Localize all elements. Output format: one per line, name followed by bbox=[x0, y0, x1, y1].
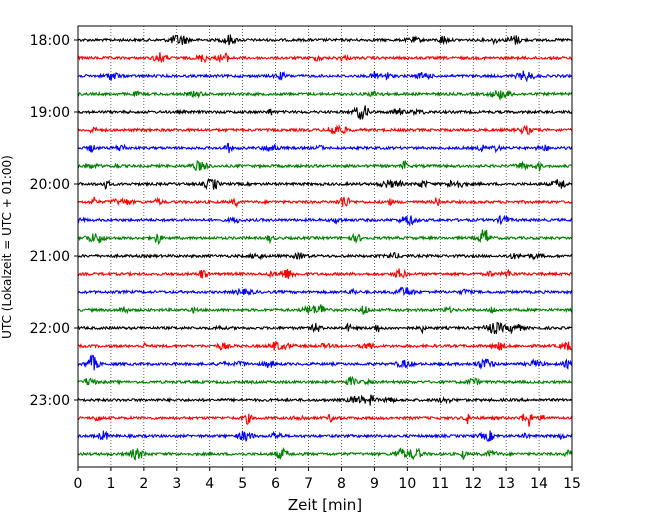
x-tick-label: 14 bbox=[530, 476, 548, 492]
trace-line bbox=[77, 304, 573, 316]
trace-line bbox=[77, 251, 573, 261]
y-axis-label: UTC (Lokalzeit = UTC + 01:00) bbox=[0, 155, 14, 339]
trace-line bbox=[77, 354, 573, 371]
trace-line bbox=[77, 52, 573, 64]
x-tick-label: 5 bbox=[238, 476, 247, 492]
x-tick-label: 13 bbox=[497, 476, 515, 492]
y-tick-label: 18:00 bbox=[30, 33, 70, 49]
trace-line bbox=[77, 229, 573, 246]
trace-line bbox=[77, 142, 573, 154]
x-tick-label: 0 bbox=[74, 476, 83, 492]
trace-line bbox=[77, 124, 573, 136]
trace-line bbox=[77, 321, 573, 335]
trace-line bbox=[78, 413, 573, 427]
trace-line bbox=[77, 394, 573, 406]
trace-line bbox=[77, 447, 573, 461]
trace-line bbox=[77, 430, 573, 442]
y-tick-label: 21:00 bbox=[30, 249, 70, 265]
trace-line bbox=[77, 214, 573, 227]
plot-border bbox=[77, 25, 573, 468]
plot-frame bbox=[78, 26, 572, 467]
seismic-traces bbox=[77, 34, 573, 461]
trace-line bbox=[77, 89, 573, 102]
x-tick-label: 11 bbox=[431, 476, 449, 492]
y-axis-ticks: 18:00 19:00 20:00 21:00 22:00 23:00 bbox=[30, 33, 78, 409]
trace-line bbox=[77, 268, 573, 280]
x-tick-label: 1 bbox=[106, 476, 115, 492]
y-tick-label: 23:00 bbox=[30, 393, 70, 409]
trace-line bbox=[77, 159, 573, 173]
x-tick-label: 3 bbox=[172, 476, 181, 492]
x-tick-label: 12 bbox=[464, 476, 482, 492]
x-axis-label: Zeit [min] bbox=[288, 496, 362, 514]
trace-line bbox=[77, 196, 573, 209]
x-tick-label: 4 bbox=[205, 476, 214, 492]
x-tick-label: 15 bbox=[563, 476, 581, 492]
x-axis-ticks: 0 1 2 3 4 5 6 7 8 9 10 11 12 13 14 15 bbox=[74, 467, 581, 492]
x-tick-label: 2 bbox=[139, 476, 148, 492]
trace-line bbox=[77, 70, 573, 83]
x-tick-label: 6 bbox=[271, 476, 280, 492]
y-tick-label: 22:00 bbox=[30, 321, 70, 337]
y-tick-label: 20:00 bbox=[30, 177, 70, 193]
x-tick-label: 8 bbox=[337, 476, 346, 492]
trace-line bbox=[77, 286, 573, 297]
trace-line bbox=[77, 177, 573, 191]
y-tick-label: 19:00 bbox=[30, 105, 70, 121]
trace-line bbox=[77, 34, 573, 46]
x-tick-label: 9 bbox=[370, 476, 379, 492]
x-tick-label: 7 bbox=[304, 476, 313, 492]
trace-line bbox=[77, 340, 573, 351]
x-tick-label: 10 bbox=[398, 476, 416, 492]
trace-line bbox=[77, 105, 573, 120]
trace-line bbox=[77, 375, 573, 387]
